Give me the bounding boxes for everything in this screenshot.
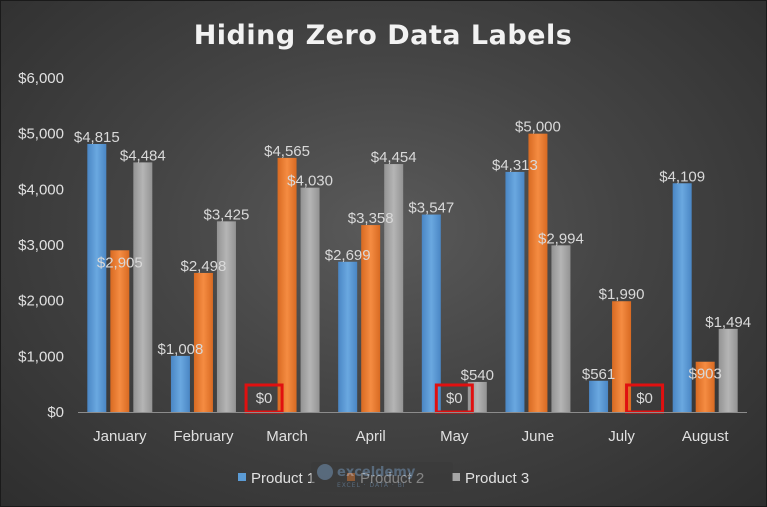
data-label: $1,990 — [599, 286, 645, 303]
bar-product-3 — [133, 162, 153, 412]
data-labels: $4,815 $2,905 $4,484 $1,008 $2,498 $3,425 $0 $4… — [74, 119, 751, 414]
x-tick-label: January — [93, 428, 147, 445]
data-label: $4,030 — [287, 173, 333, 190]
data-label: $3,358 — [348, 210, 394, 227]
x-tick-label: June — [522, 428, 555, 445]
x-axis: January February March April May June July Augu… — [78, 412, 747, 445]
bar-product-3 — [384, 164, 404, 412]
legend-swatch — [452, 473, 460, 481]
data-label: $2,498 — [180, 258, 226, 275]
bar-product-2 — [277, 157, 297, 412]
bar-product-1 — [170, 355, 190, 412]
x-tick-label: July — [608, 428, 635, 445]
data-label: $3,547 — [408, 200, 454, 217]
bar-product-1 — [338, 261, 358, 412]
data-label: $2,699 — [325, 247, 371, 264]
watermark-logo: exceldemy EXCEL · DATA · BI — [311, 462, 453, 492]
data-label: $1,008 — [157, 341, 203, 358]
data-label: $4,565 — [264, 143, 310, 160]
data-label: $0 — [256, 390, 273, 407]
x-tick-label: May — [440, 428, 469, 445]
legend-swatch — [238, 473, 246, 481]
bar-product-1 — [589, 380, 609, 412]
bar-product-2 — [110, 250, 130, 412]
legend-label: Product 1 — [251, 470, 315, 487]
bar-product-2 — [193, 272, 213, 412]
y-tick-label: $1,000 — [18, 348, 64, 365]
bar-product-3 — [718, 328, 738, 412]
data-label: $4,454 — [371, 149, 417, 166]
data-label: $0 — [636, 390, 653, 407]
legend-label: Product 3 — [465, 470, 529, 487]
data-label: $4,815 — [74, 129, 120, 146]
logo-icon — [317, 464, 333, 480]
bar-product-1 — [672, 183, 692, 412]
bar-product-1 — [505, 171, 525, 412]
bar-product-2 — [695, 361, 715, 412]
x-tick-label: August — [682, 428, 730, 445]
bar-product-3 — [300, 187, 320, 412]
data-label: $5,000 — [515, 119, 561, 136]
data-label: $0 — [446, 390, 463, 407]
watermark-tagline: EXCEL · DATA · BI — [337, 482, 406, 489]
bar-product-1 — [421, 214, 441, 412]
bar-product-2 — [612, 301, 632, 412]
data-label: $4,109 — [659, 168, 705, 185]
y-tick-label: $6,000 — [18, 70, 64, 87]
watermark-name: exceldemy — [337, 465, 416, 480]
y-tick-label: $3,000 — [18, 237, 64, 254]
chart-title: Hiding Zero Data Labels — [194, 20, 573, 51]
bars — [87, 133, 738, 412]
data-label: $2,994 — [538, 230, 584, 247]
data-label: $903 — [689, 366, 722, 383]
y-tick-label: $2,000 — [18, 293, 64, 310]
bar-product-3 — [216, 221, 236, 412]
bar-product-1 — [87, 143, 107, 412]
data-label: $3,425 — [203, 206, 249, 223]
bar-product-3 — [551, 245, 571, 412]
x-tick-label: February — [173, 428, 234, 445]
data-label: $4,484 — [120, 147, 166, 164]
bar-product-2 — [528, 133, 548, 412]
data-label: $1,494 — [705, 314, 751, 331]
bar-product-2 — [361, 225, 381, 412]
x-tick-label: April — [356, 428, 386, 445]
y-tick-label: $0 — [47, 404, 64, 421]
y-tick-label: $4,000 — [18, 181, 64, 198]
data-label: $561 — [582, 366, 615, 383]
data-label: $2,905 — [97, 254, 143, 271]
x-tick-label: March — [266, 428, 308, 445]
y-tick-label: $5,000 — [18, 126, 64, 143]
data-label: $4,313 — [492, 157, 538, 174]
data-label: $540 — [461, 367, 494, 384]
y-axis: $0 $1,000 $2,000 $3,000 $4,000 $5,000 $6,000 — [18, 70, 64, 421]
